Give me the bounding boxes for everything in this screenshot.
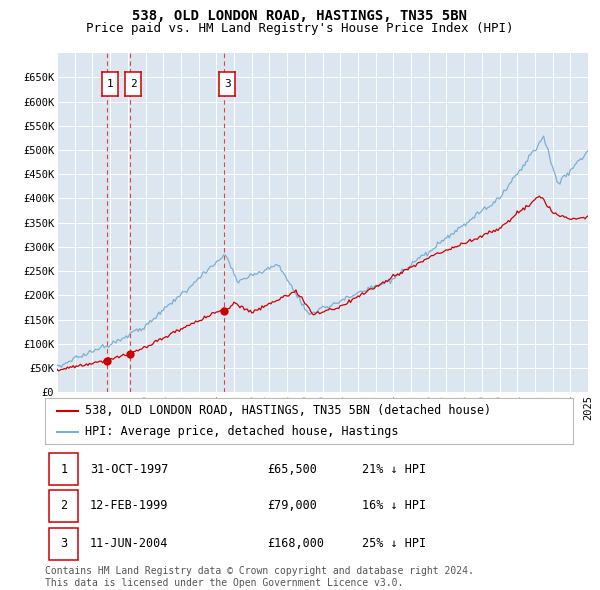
- Text: 21% ↓ HPI: 21% ↓ HPI: [362, 463, 426, 476]
- Text: 12-FEB-1999: 12-FEB-1999: [90, 499, 168, 513]
- Text: 11-JUN-2004: 11-JUN-2004: [90, 537, 168, 550]
- Text: £79,000: £79,000: [267, 499, 317, 513]
- Text: 538, OLD LONDON ROAD, HASTINGS, TN35 5BN (detached house): 538, OLD LONDON ROAD, HASTINGS, TN35 5BN…: [85, 404, 491, 417]
- FancyBboxPatch shape: [49, 490, 78, 522]
- Text: 31-OCT-1997: 31-OCT-1997: [90, 463, 168, 476]
- Text: HPI: Average price, detached house, Hastings: HPI: Average price, detached house, Hast…: [85, 425, 398, 438]
- Text: £168,000: £168,000: [267, 537, 324, 550]
- Text: Contains HM Land Registry data © Crown copyright and database right 2024.
This d: Contains HM Land Registry data © Crown c…: [45, 566, 474, 588]
- FancyBboxPatch shape: [49, 528, 78, 560]
- Text: 538, OLD LONDON ROAD, HASTINGS, TN35 5BN: 538, OLD LONDON ROAD, HASTINGS, TN35 5BN: [133, 9, 467, 23]
- Text: £65,500: £65,500: [267, 463, 317, 476]
- FancyBboxPatch shape: [49, 453, 78, 485]
- Text: 2: 2: [60, 499, 67, 513]
- Text: 3: 3: [60, 537, 67, 550]
- Text: 3: 3: [224, 79, 231, 88]
- Text: 1: 1: [107, 79, 114, 88]
- Text: 25% ↓ HPI: 25% ↓ HPI: [362, 537, 426, 550]
- Text: 16% ↓ HPI: 16% ↓ HPI: [362, 499, 426, 513]
- Text: Price paid vs. HM Land Registry's House Price Index (HPI): Price paid vs. HM Land Registry's House …: [86, 22, 514, 35]
- Text: 2: 2: [130, 79, 137, 88]
- Text: 1: 1: [60, 463, 67, 476]
